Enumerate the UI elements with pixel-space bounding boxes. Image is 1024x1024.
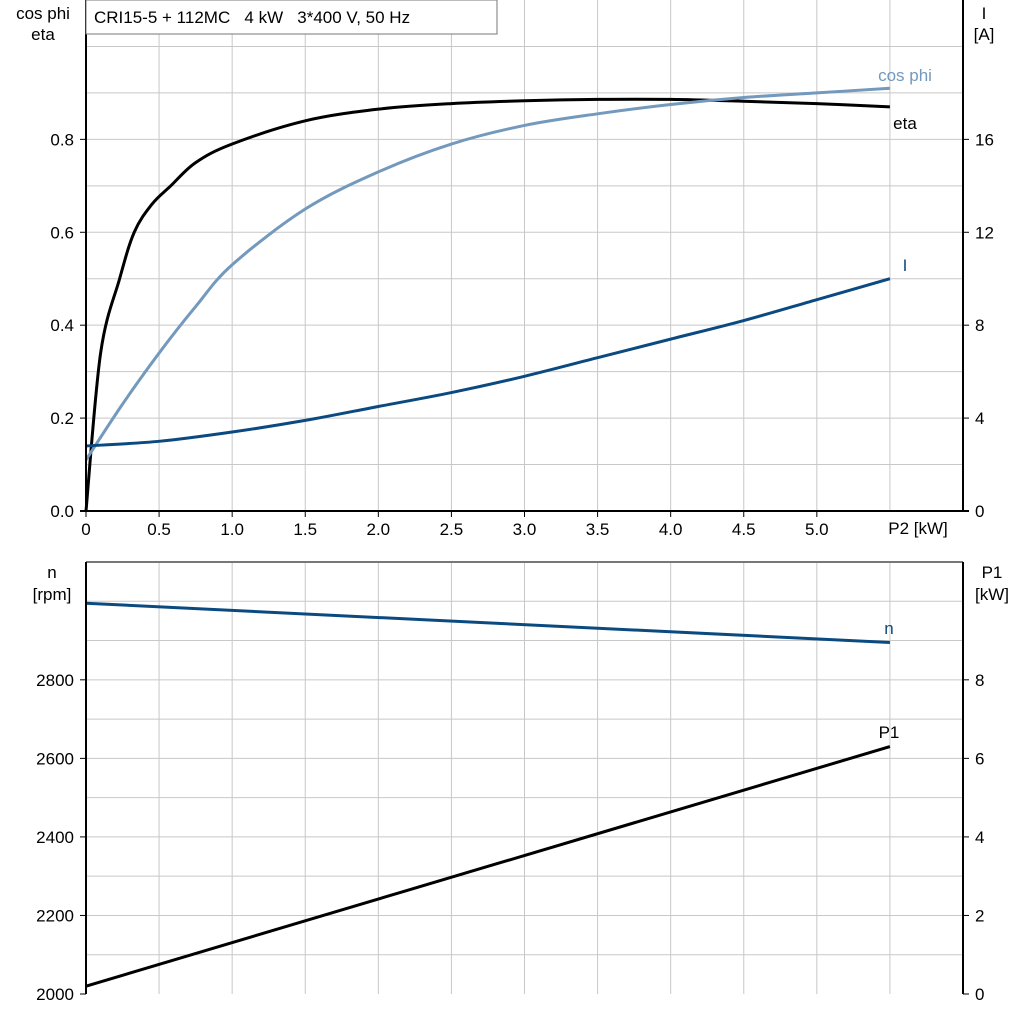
- curve-P1: [85, 745, 891, 988]
- series-label-eta: eta: [893, 114, 917, 133]
- y-tick-label-left: 2400: [36, 828, 74, 847]
- y-tick-label-right: 6: [975, 749, 984, 768]
- y-tick-label-left: 0.2: [50, 409, 74, 428]
- x-tick-label: 0: [81, 520, 90, 539]
- y-tick-label-left: 0.6: [50, 223, 74, 242]
- series-label-I: I: [903, 256, 908, 275]
- bottom-grid: [86, 561, 963, 994]
- x-tick-label: 1.0: [220, 520, 244, 539]
- x-tick-label: 2.5: [440, 520, 464, 539]
- right-axis-label-I: I: [982, 4, 987, 23]
- x-tick-label: 2.0: [367, 520, 391, 539]
- y-tick-label-right: 8: [975, 671, 984, 690]
- title-box: [85, 0, 498, 35]
- x-axis-label: P2 [kW]: [888, 519, 948, 538]
- curve-I: [85, 277, 891, 448]
- axes: 0.0 0.2 0.4 0.6 0.8 0 4 8 12 16 0 0.5 1.0 1.5 2.0 2.5 3.…: [36, 0, 994, 1004]
- curve-n: [85, 601, 890, 645]
- right-axis-unit-kW: [kW]: [975, 585, 1009, 604]
- x-tick-label: 1.5: [293, 520, 317, 539]
- chart-title: CRI15-5 + 112MC 4 kW 3*400 V, 50 Hz: [94, 8, 410, 27]
- y-tick-label-left: 0.4: [50, 316, 74, 335]
- y-tick-label-left: 2600: [36, 749, 74, 768]
- right-axis-label-P1: P1: [982, 563, 1003, 582]
- left-axis-label-n: n: [47, 563, 56, 582]
- left-axis-label-cosphi: cos phi: [16, 4, 70, 23]
- y-tick-label-right: 16: [975, 130, 994, 149]
- y-tick-label-left: 0.8: [50, 130, 74, 149]
- series-label-cosphi: cos phi: [878, 66, 932, 85]
- y-tick-label-left: 0.0: [50, 502, 74, 521]
- series-label-P1: P1: [879, 723, 900, 742]
- series-label-n: n: [884, 619, 893, 638]
- y-tick-label-left: 2000: [36, 985, 74, 1004]
- y-tick-label-right: 4: [975, 828, 984, 847]
- y-tick-label-left: 2800: [36, 671, 74, 690]
- x-tick-label: 3.0: [513, 520, 537, 539]
- x-tick-label: 5.0: [805, 520, 829, 539]
- x-tick-label: 3.5: [586, 520, 610, 539]
- y-tick-label-right: 12: [975, 223, 994, 242]
- curve-cos-phi: [84, 86, 891, 461]
- top-grid: [86, 0, 963, 511]
- y-tick-label-right: 2: [975, 906, 984, 925]
- left-axis-label-eta: eta: [31, 25, 55, 44]
- y-tick-label-left: 2200: [36, 906, 74, 925]
- y-tick-label-right: 4: [975, 409, 984, 428]
- right-axis-unit-A: [A]: [974, 25, 995, 44]
- x-tick-label: 4.5: [732, 520, 756, 539]
- y-tick-label-right: 0: [975, 502, 984, 521]
- curves: [84, 86, 891, 988]
- x-tick-label: 4.0: [659, 520, 683, 539]
- y-tick-label-right: 8: [975, 316, 984, 335]
- x-tick-label: 0.5: [147, 520, 171, 539]
- y-tick-label-right: 0: [975, 985, 984, 1004]
- curve-eta: [84, 97, 890, 512]
- left-axis-unit-rpm: [rpm]: [33, 585, 72, 604]
